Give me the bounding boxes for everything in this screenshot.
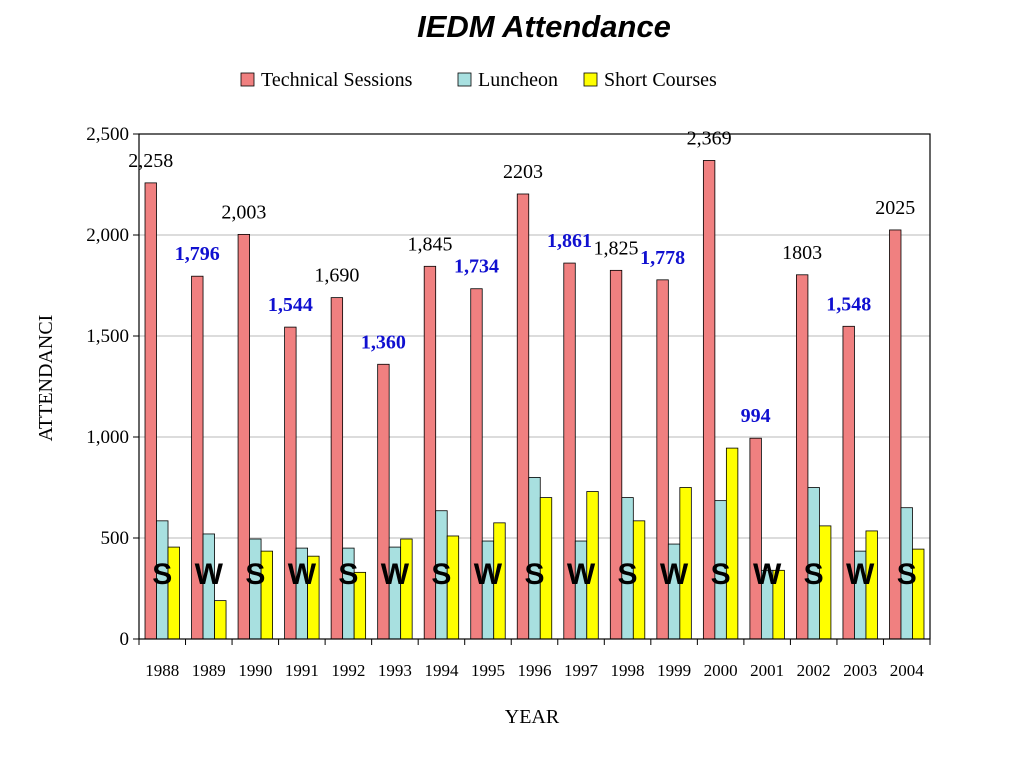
season-marker: S — [338, 558, 358, 591]
season-marker: S — [431, 558, 451, 591]
data-label: 2,003 — [221, 201, 266, 223]
legend-label: Technical Sessions — [261, 69, 413, 91]
data-label: 2203 — [503, 161, 543, 183]
bars — [144, 160, 925, 640]
bar-technical-sessions — [377, 363, 390, 640]
x-tick-label: 1994 — [424, 661, 459, 680]
data-label: 1,778 — [640, 247, 685, 269]
x-tick-label: 1988 — [145, 661, 179, 680]
data-label: 994 — [741, 405, 771, 427]
data-label: 1,544 — [268, 294, 313, 316]
legend-label: Luncheon — [478, 69, 558, 91]
data-label: 1,845 — [407, 233, 452, 255]
x-tick-label: 1998 — [611, 661, 645, 680]
data-label: 1,734 — [454, 256, 499, 278]
y-tick-label: 1,000 — [86, 427, 129, 448]
bar-technical-sessions — [842, 325, 855, 640]
plot-frame — [138, 133, 931, 640]
legend-swatch — [583, 72, 598, 87]
data-label: 1,360 — [361, 331, 406, 353]
x-axis-label: YEAR — [505, 706, 560, 728]
bar-short-courses — [214, 600, 227, 640]
season-marker: S — [152, 558, 172, 591]
y-tick-label: 0 — [120, 629, 130, 650]
season-marker: W — [381, 558, 410, 591]
y-tick-label: 1,500 — [86, 326, 129, 347]
data-label: 2,258 — [128, 150, 173, 172]
season-marker: S — [711, 558, 731, 591]
y-tick-label: 500 — [101, 528, 130, 549]
x-tick-label: 2000 — [704, 661, 738, 680]
bar-short-courses — [725, 447, 739, 640]
x-tick-label: 1997 — [564, 661, 599, 680]
season-marker: W — [846, 558, 875, 591]
season-marker: W — [660, 558, 689, 591]
season-marker: W — [567, 558, 596, 591]
data-label: 1,861 — [547, 230, 592, 252]
chart-title: IEDM Attendance — [417, 9, 671, 44]
y-tick-label: 2,500 — [86, 124, 129, 145]
x-tick-label: 2003 — [843, 661, 877, 680]
bar-technical-sessions — [284, 326, 297, 640]
season-marker: W — [753, 558, 782, 591]
season-marker: S — [897, 558, 917, 591]
legend-label: Short Courses — [604, 69, 717, 91]
x-tick-label: 1991 — [285, 661, 319, 680]
season-marker: W — [288, 558, 317, 591]
legend: Technical Sessions Luncheon Short Courses — [240, 69, 717, 91]
data-label: 1,690 — [314, 265, 359, 287]
season-marker: S — [804, 558, 824, 591]
season-marker: W — [195, 558, 224, 591]
data-label: 2025 — [875, 197, 915, 219]
x-axis-ticks: 1988 1989 1990 1991 1992 1993 1994 1995 1996 1997… — [138, 639, 931, 680]
y-axis-ticks: 0 500 1,000 1,500 2,000 2,500 — [86, 124, 139, 650]
legend-swatch — [457, 72, 472, 87]
y-tick-label: 2,000 — [86, 225, 129, 246]
data-label: 2,369 — [687, 127, 732, 149]
season-marker: W — [474, 558, 503, 591]
season-marker: S — [524, 558, 544, 591]
x-tick-label: 1993 — [378, 661, 412, 680]
x-tick-label: 1992 — [331, 661, 365, 680]
x-tick-label: 2002 — [797, 661, 831, 680]
data-label: 1,825 — [594, 237, 639, 259]
x-tick-label: 2004 — [890, 661, 925, 680]
data-label: 1,796 — [175, 243, 220, 265]
data-label: 1803 — [782, 242, 822, 264]
x-tick-label: 1999 — [657, 661, 691, 680]
y-axis-label: ATTENDANCI — [35, 315, 57, 442]
x-tick-label: 1996 — [518, 661, 552, 680]
x-tick-label: 1995 — [471, 661, 505, 680]
season-marker: S — [618, 558, 638, 591]
bar-technical-sessions — [749, 437, 762, 640]
season-marker: S — [245, 558, 265, 591]
x-tick-label: 1990 — [238, 661, 272, 680]
x-tick-label: 1989 — [192, 661, 226, 680]
legend-swatch — [240, 72, 255, 87]
data-label: 1,548 — [826, 293, 871, 315]
x-tick-label: 2001 — [750, 661, 784, 680]
